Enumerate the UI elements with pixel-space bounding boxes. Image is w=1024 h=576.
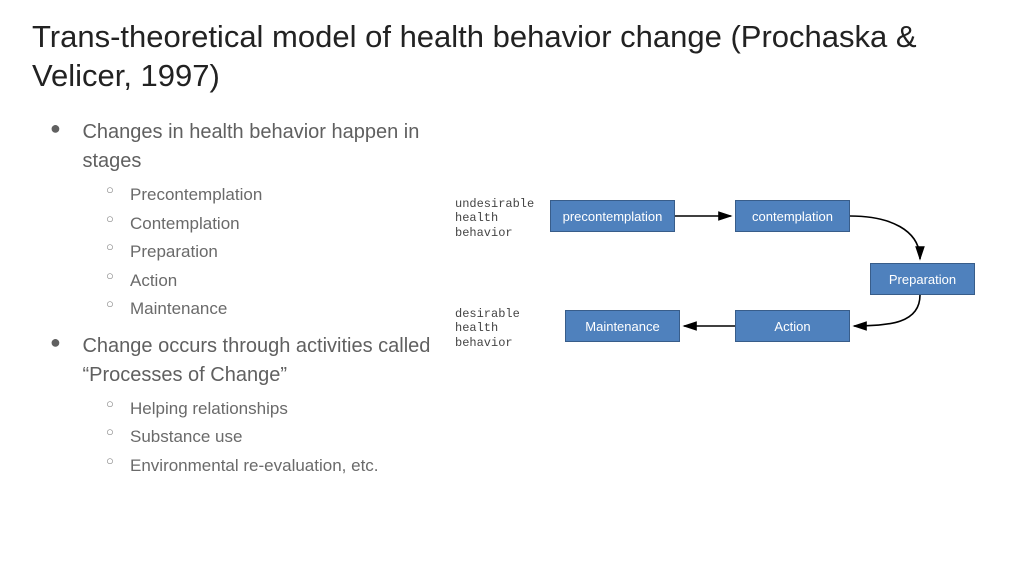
sub-bullet-text: Environmental re-evaluation, etc. (130, 453, 379, 479)
node-maintenance: Maintenance (565, 310, 680, 342)
bullet-item: ● Changes in health behavior happen in s… (50, 118, 480, 322)
node-preparation: Preparation (870, 263, 975, 295)
sub-bullet-item: ○Environmental re-evaluation, etc. (106, 453, 480, 479)
bullet-item: ● Change occurs through activities calle… (50, 332, 480, 479)
flow-diagram: undesirable health behavior desirable he… (435, 185, 995, 385)
sub-bullet-text: Preparation (130, 239, 218, 265)
node-precontemplation: precontemplation (550, 200, 675, 232)
sub-bullet-marker: ○ (106, 453, 130, 468)
bullet-text: Change occurs through activities called … (82, 332, 472, 390)
sub-bullet-item: ○Preparation (106, 239, 480, 265)
diagram-label-top: undesirable health behavior (455, 197, 534, 240)
bullet-marker: ● (50, 332, 78, 353)
sub-bullet-text: Action (130, 268, 177, 294)
bullet-marker: ● (50, 118, 78, 139)
slide: Trans-theoretical model of health behavi… (0, 0, 1024, 576)
sub-bullet-item: ○Action (106, 268, 480, 294)
sub-bullet-marker: ○ (106, 296, 130, 311)
sub-bullet-marker: ○ (106, 396, 130, 411)
edge-curve (850, 216, 920, 259)
edge-curve (854, 295, 920, 326)
sub-bullet-text: Contemplation (130, 211, 240, 237)
diagram-label-bottom: desirable health behavior (455, 307, 520, 350)
sub-bullet-item: ○Substance use (106, 424, 480, 450)
sub-bullet-item: ○Helping relationships (106, 396, 480, 422)
sub-bullet-marker: ○ (106, 268, 130, 283)
sub-bullet-text: Substance use (130, 424, 242, 450)
sub-bullet-text: Precontemplation (130, 182, 262, 208)
bullet-text: Changes in health behavior happen in sta… (82, 118, 472, 176)
sub-bullet-text: Maintenance (130, 296, 227, 322)
sub-bullet-item: ○Contemplation (106, 211, 480, 237)
sub-bullet-marker: ○ (106, 182, 130, 197)
sub-bullet-marker: ○ (106, 424, 130, 439)
sub-bullet-marker: ○ (106, 239, 130, 254)
node-action: Action (735, 310, 850, 342)
sub-bullet-marker: ○ (106, 211, 130, 226)
sub-bullet-item: ○Precontemplation (106, 182, 480, 208)
slide-title: Trans-theoretical model of health behavi… (32, 18, 992, 96)
sub-bullet-text: Helping relationships (130, 396, 288, 422)
bullet-content: ● Changes in health behavior happen in s… (50, 118, 480, 488)
node-contemplation: contemplation (735, 200, 850, 232)
sub-bullet-item: ○Maintenance (106, 296, 480, 322)
